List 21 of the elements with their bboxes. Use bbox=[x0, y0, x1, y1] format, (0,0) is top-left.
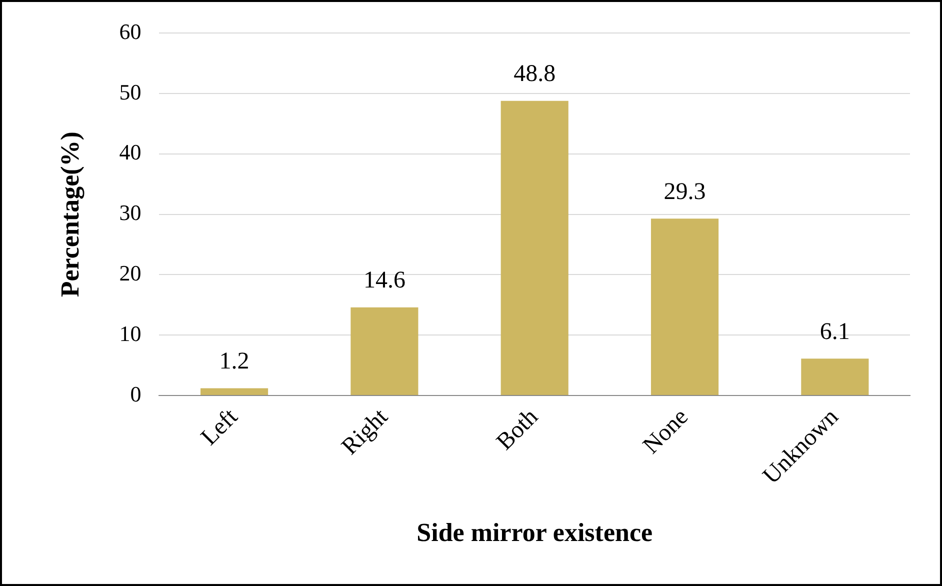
bar bbox=[200, 388, 268, 395]
bar bbox=[500, 100, 568, 395]
y-axis-title: Percentage(%) bbox=[55, 132, 84, 298]
y-tick-label: 60 bbox=[119, 18, 142, 44]
x-axis-title: Side mirror existence bbox=[416, 518, 653, 548]
bar bbox=[650, 218, 719, 395]
y-tick-label: 50 bbox=[119, 79, 142, 104]
data-label: 14.6 bbox=[363, 268, 406, 294]
bar bbox=[801, 358, 869, 395]
x-tick-label: Left bbox=[196, 404, 244, 451]
bar bbox=[350, 307, 418, 395]
y-tick-label: 40 bbox=[119, 140, 142, 165]
y-tick-label: 30 bbox=[119, 200, 142, 226]
y-tick-label: 20 bbox=[119, 260, 142, 286]
data-label: 29.3 bbox=[664, 178, 706, 205]
x-tick-label: Both bbox=[492, 404, 544, 456]
data-label: 48.8 bbox=[514, 61, 556, 88]
y-tick-label: 10 bbox=[119, 320, 142, 346]
data-label: 6.1 bbox=[820, 318, 850, 345]
data-label: 1.2 bbox=[219, 348, 250, 375]
y-tick-label: 0 bbox=[130, 381, 142, 406]
